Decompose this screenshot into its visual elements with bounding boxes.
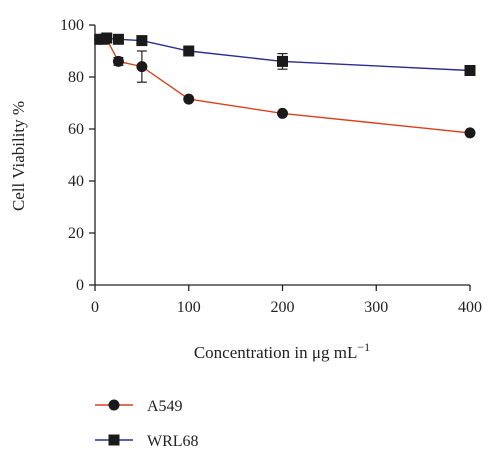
point-wrl68-200: [277, 55, 288, 67]
x-axis-title: Concentration in μg mL−1: [194, 340, 370, 362]
point-a549-50: [136, 61, 148, 73]
y-tick-label-0: 0: [76, 277, 84, 294]
point-a549-200: [277, 107, 288, 119]
point-wrl68-5: [94, 33, 106, 45]
x-tick-label-100: 100: [177, 299, 201, 316]
y-tick-label-100: 100: [60, 17, 84, 34]
legend: A549 WRL68: [95, 398, 199, 450]
y-tick-label-20: 20: [68, 225, 84, 242]
x-tick-label-400: 400: [458, 299, 482, 316]
point-a549-100: [183, 93, 195, 105]
legend-item-a549: A549: [95, 398, 183, 415]
x-axis-title-main: Concentration in μg mL: [194, 343, 358, 362]
point-wrl68-25: [112, 33, 124, 45]
x-axis-title-superscript: −1: [357, 340, 370, 354]
series-a549: [94, 33, 476, 139]
x-tick-label-0: 0: [91, 299, 99, 316]
y-tick-label-80: 80: [68, 69, 84, 86]
point-wrl68-12.5: [101, 32, 113, 44]
point-wrl68-400: [464, 65, 476, 76]
series-layer: [94, 32, 476, 139]
y-tick-label-60: 60: [68, 121, 84, 138]
x-ticks: 0 100 200 300 400: [91, 285, 482, 316]
point-wrl68-100: [183, 45, 195, 57]
y-axis-title: Cell Viability %: [9, 101, 28, 211]
y-ticks: 0 20 40 60 80 100: [60, 17, 95, 294]
point-wrl68-50: [136, 35, 148, 47]
series-wrl68: [94, 32, 476, 76]
legend-label-wrl68: WRL68: [147, 433, 199, 450]
legend-marker-wrl68: [108, 434, 120, 446]
x-tick-label-200: 200: [271, 299, 295, 316]
y-tick-label-40: 40: [68, 173, 84, 190]
x-tick-label-300: 300: [364, 299, 388, 316]
point-a549-25: [112, 55, 124, 67]
point-a549-400: [464, 127, 476, 139]
legend-label-a549: A549: [147, 398, 183, 415]
legend-marker-a549: [108, 399, 120, 411]
legend-item-wrl68: WRL68: [95, 433, 199, 450]
